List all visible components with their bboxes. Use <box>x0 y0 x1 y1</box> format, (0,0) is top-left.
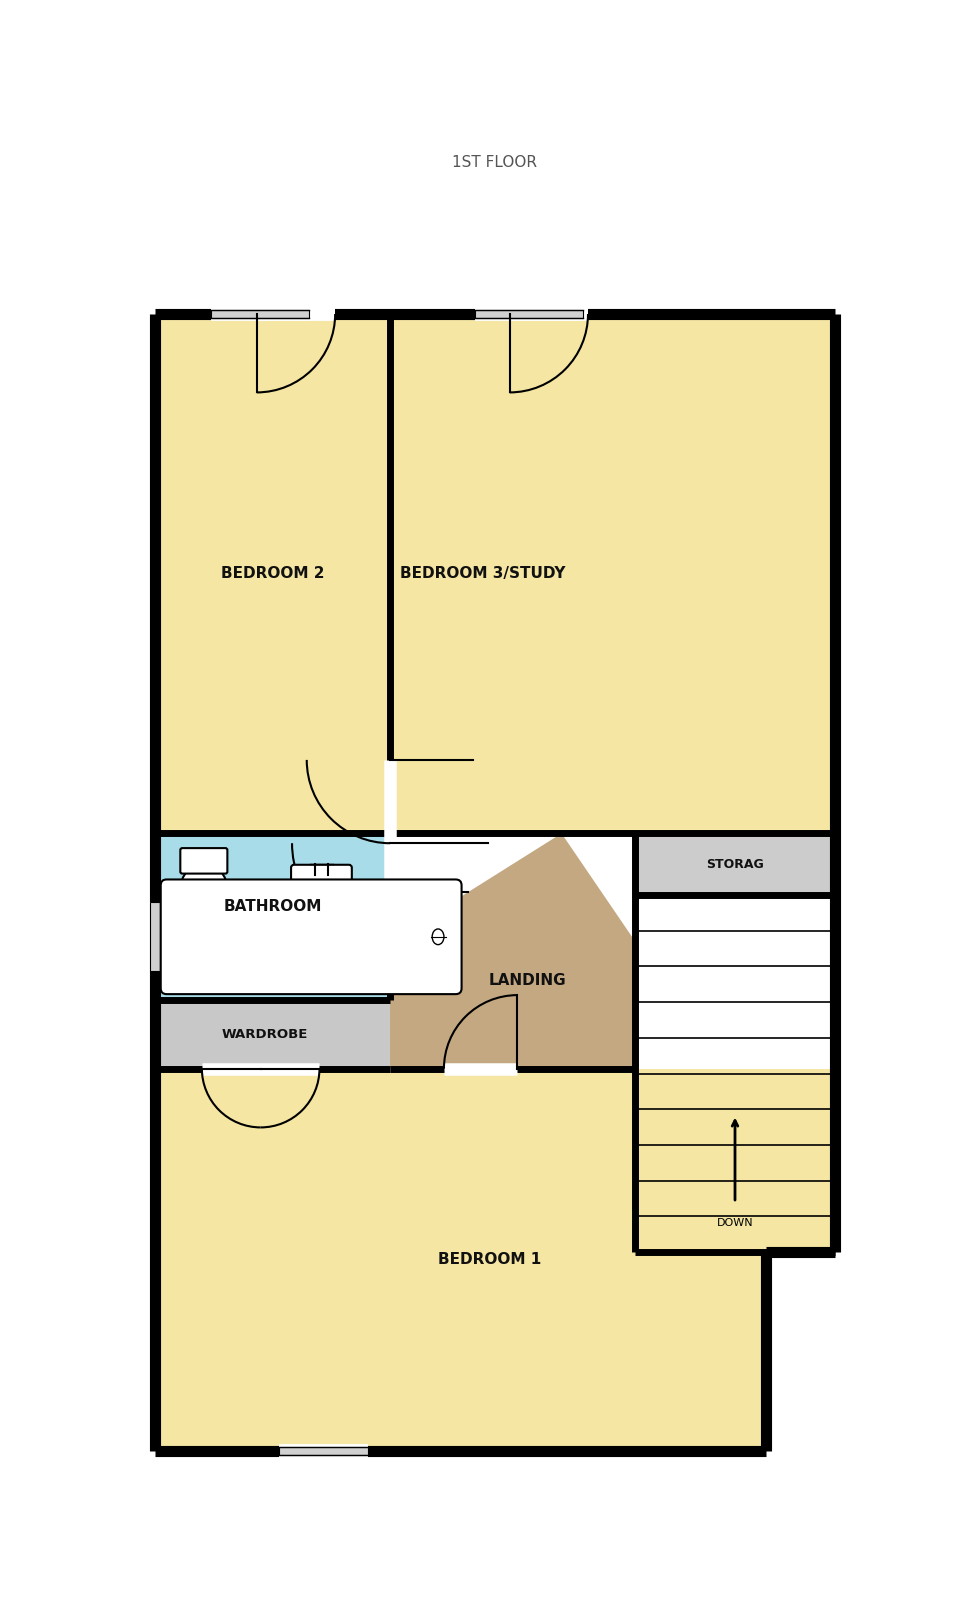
Text: DOWN: DOWN <box>716 1218 754 1228</box>
Text: LANDING: LANDING <box>488 973 566 988</box>
Bar <box>155 314 390 833</box>
Bar <box>635 895 835 1252</box>
Ellipse shape <box>180 864 227 916</box>
Polygon shape <box>155 1001 835 1451</box>
Bar <box>279 1446 368 1455</box>
FancyBboxPatch shape <box>180 848 227 874</box>
Text: BATHROOM: BATHROOM <box>223 899 321 914</box>
Ellipse shape <box>432 928 444 944</box>
Text: STORAG: STORAG <box>707 858 763 870</box>
Bar <box>211 311 309 319</box>
Text: BEDROOM 3/STUDY: BEDROOM 3/STUDY <box>400 566 565 581</box>
Bar <box>155 1001 390 1068</box>
Text: WARDROBE: WARDROBE <box>221 1028 308 1041</box>
Text: 1ST FLOOR: 1ST FLOOR <box>453 154 537 169</box>
Polygon shape <box>390 833 635 1068</box>
Bar <box>155 833 390 1001</box>
Bar <box>150 903 160 970</box>
FancyBboxPatch shape <box>291 864 352 914</box>
Bar <box>475 311 583 319</box>
Bar <box>390 314 835 833</box>
FancyBboxPatch shape <box>161 880 462 994</box>
Bar <box>635 833 835 895</box>
Text: BEDROOM 1: BEDROOM 1 <box>438 1252 542 1268</box>
Text: BEDROOM 2: BEDROOM 2 <box>220 566 324 581</box>
